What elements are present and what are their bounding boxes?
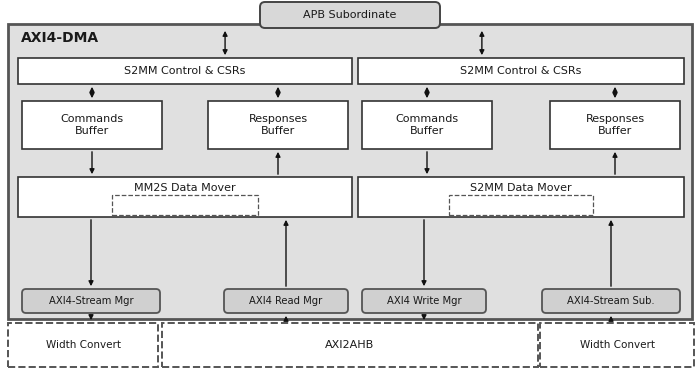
Bar [22, 101, 162, 149]
Text: Responses
Buffer: Responses Buffer [585, 114, 645, 136]
Text: Commands
Buffer: Commands Buffer [60, 114, 124, 136]
Text: AXI2AHB: AXI2AHB [326, 340, 374, 350]
Bar [8, 24, 692, 319]
Text: AXI4-DMA: AXI4-DMA [21, 31, 99, 45]
Text: S2MM Control & CSRs: S2MM Control & CSRs [461, 66, 582, 76]
Text: Width Convert: Width Convert [580, 340, 655, 350]
Text: AXI4-Stream Mgr: AXI4-Stream Mgr [49, 296, 133, 306]
Bar [111, 195, 258, 215]
FancyBboxPatch shape [362, 289, 486, 313]
Bar [540, 323, 694, 367]
Bar [162, 323, 538, 367]
Text: Commands
Buffer: Commands Buffer [395, 114, 458, 136]
Bar [362, 101, 492, 149]
Text: S2MM Control & CSRs: S2MM Control & CSRs [125, 66, 246, 76]
Bar [449, 195, 593, 215]
Bar [18, 177, 352, 217]
Bar [208, 101, 348, 149]
Text: Responses
Buffer: Responses Buffer [248, 114, 307, 136]
FancyBboxPatch shape [224, 289, 348, 313]
Bar [358, 58, 684, 84]
Text: APB Subordinate: APB Subordinate [303, 10, 397, 20]
Bar [8, 323, 158, 367]
FancyBboxPatch shape [542, 289, 680, 313]
Text: AXI4-Stream Sub.: AXI4-Stream Sub. [567, 296, 654, 306]
Text: AXI4 Read Mgr: AXI4 Read Mgr [249, 296, 323, 306]
Text: Width Convert: Width Convert [46, 340, 120, 350]
FancyBboxPatch shape [22, 289, 160, 313]
Text: S2MM Data Mover: S2MM Data Mover [470, 183, 572, 193]
Text: MM2S Data Mover: MM2S Data Mover [134, 183, 236, 193]
Bar [18, 58, 352, 84]
FancyBboxPatch shape [260, 2, 440, 28]
Bar [358, 177, 684, 217]
Text: AXI4 Write Mgr: AXI4 Write Mgr [386, 296, 461, 306]
Bar [550, 101, 680, 149]
